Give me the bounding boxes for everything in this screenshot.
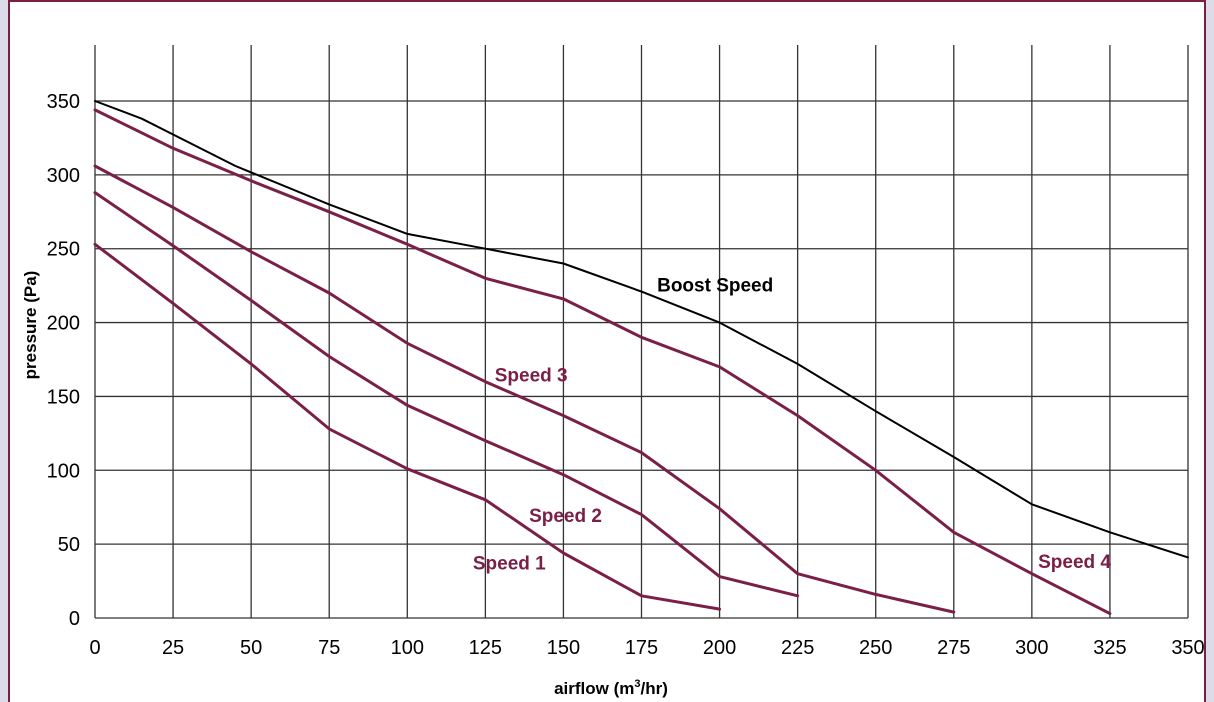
boost-speed-line	[94, 100, 1189, 559]
x-tick-label: 100	[391, 637, 424, 659]
x-tick-label: 175	[625, 637, 658, 659]
y-tick-label: 150	[47, 386, 80, 408]
speed-4-line	[93, 108, 1112, 616]
x-tick-label: 25	[162, 637, 184, 659]
speed-1-label: Speed 1	[473, 553, 546, 574]
y-tick-label: 350	[47, 91, 80, 113]
x-tick-label: 150	[547, 637, 580, 659]
y-tick-label: 200	[47, 313, 80, 335]
chart-frame	[8, 0, 1206, 702]
y-tick-label: 100	[47, 460, 80, 482]
x-tick-label: 125	[469, 637, 502, 659]
y-tick-label: 300	[47, 165, 80, 187]
x-tick-label: 200	[703, 637, 736, 659]
speed-3-line	[93, 164, 956, 614]
x-tick-label: 350	[1171, 637, 1204, 659]
series-labels: Boost Speed Speed 4 Speed 3 Speed 2 Speed 1	[473, 276, 1112, 575]
y-axis-ticks: 0 50 100 150 200 250 300 350	[47, 91, 80, 630]
x-tick-label: 0	[89, 637, 100, 659]
x-tick-label: 75	[318, 637, 340, 659]
x-tick-label: 250	[859, 637, 892, 659]
x-axis-ticks: 0 25 50 75 100 125 150 175 200 225 250 275 300 325 350	[89, 637, 1204, 659]
x-tick-label: 325	[1093, 637, 1126, 659]
x-axis-title: airflow (m3/hr)	[554, 678, 668, 698]
x-tick-label: 50	[240, 637, 262, 659]
y-axis-title: pressure (Pa)	[21, 271, 40, 380]
y-tick-label: 50	[58, 534, 80, 556]
x-tick-label: 225	[781, 637, 814, 659]
speed-2-line	[93, 191, 800, 598]
speed-3-label: Speed 3	[495, 366, 568, 387]
speed-4-label: Speed 4	[1038, 552, 1111, 573]
speed-1-line	[93, 242, 722, 611]
chart-grid	[94, 45, 1189, 619]
x-tick-label: 275	[937, 637, 970, 659]
y-tick-label: 250	[47, 239, 80, 261]
y-tick-label: 0	[69, 608, 80, 630]
x-tick-label: 300	[1015, 637, 1048, 659]
series-lines	[93, 100, 1189, 616]
speed-2-label: Speed 2	[529, 506, 602, 527]
boost-speed-label: Boost Speed	[657, 276, 773, 297]
